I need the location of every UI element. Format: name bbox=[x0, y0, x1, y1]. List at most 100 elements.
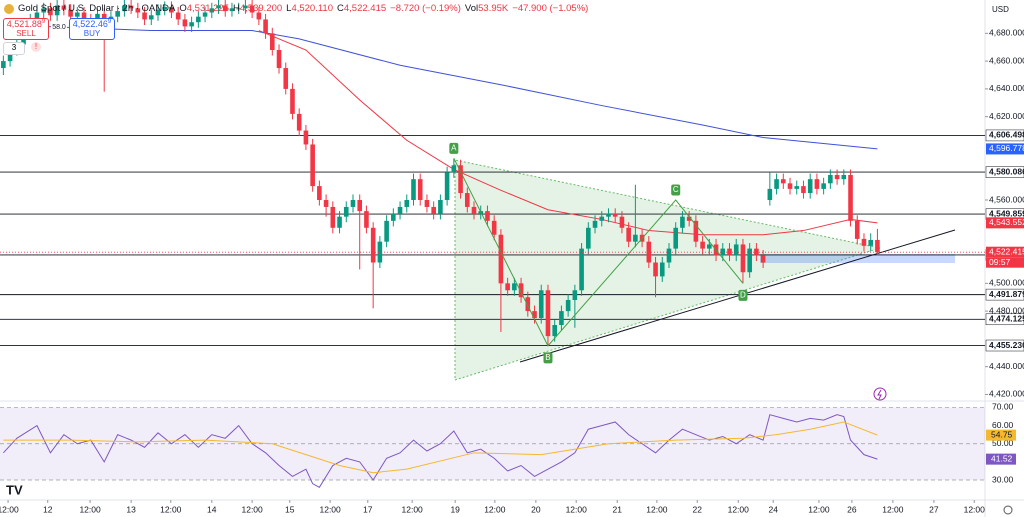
candle-body bbox=[216, 5, 221, 9]
candle-body bbox=[787, 183, 793, 189]
candle-body bbox=[276, 50, 282, 69]
candle-body bbox=[592, 220, 598, 228]
warning-icon[interactable]: ! bbox=[31, 42, 41, 52]
candle-body bbox=[196, 16, 201, 23]
level-label: 4,580.086 bbox=[989, 166, 1024, 176]
rsi-tag-label: 41.52 bbox=[991, 453, 1013, 463]
x-tick-label: 21 bbox=[612, 504, 622, 514]
candle-body bbox=[222, 5, 228, 12]
x-tick-label: 17 bbox=[363, 504, 373, 514]
candle-body bbox=[323, 200, 329, 207]
level-tag bbox=[985, 129, 1024, 142]
x-tick-label: 12:00 bbox=[319, 504, 341, 514]
candle-body bbox=[41, 8, 47, 13]
candle-body bbox=[451, 165, 457, 173]
candle-body bbox=[283, 68, 289, 89]
sell-button[interactable]: 4,521.889 SELL bbox=[3, 18, 49, 40]
candle-body bbox=[565, 300, 571, 312]
candle-body bbox=[115, 11, 120, 17]
candle-body bbox=[680, 216, 685, 228]
bar-change: −8.720 (−0.19%) bbox=[390, 3, 461, 14]
candle-body bbox=[182, 19, 188, 27]
candle-body bbox=[505, 283, 510, 291]
candle-body bbox=[135, 8, 141, 13]
pattern-point bbox=[671, 184, 681, 196]
candle-body bbox=[552, 325, 557, 337]
pattern-label: B bbox=[545, 353, 550, 362]
candle-body bbox=[464, 193, 470, 207]
candle-body bbox=[175, 12, 181, 20]
x-tick-label: 12:00 bbox=[964, 504, 986, 514]
currency: USD bbox=[992, 5, 1009, 14]
candle-body bbox=[263, 19, 268, 34]
rsi-tick-label: 30.00 bbox=[992, 474, 1014, 484]
level-tag bbox=[985, 166, 1024, 178]
x-tick-label: 14 bbox=[207, 504, 217, 514]
candle-body bbox=[525, 297, 531, 312]
candle-body bbox=[794, 186, 800, 189]
candle-body bbox=[155, 9, 161, 16]
tv-logo[interactable]: TV bbox=[6, 482, 23, 497]
y-tick-label: 4,480.000 bbox=[989, 305, 1024, 315]
candle-body bbox=[296, 113, 302, 131]
x-tick-label: 19 bbox=[450, 504, 460, 514]
settings-icon[interactable] bbox=[1003, 505, 1013, 515]
candle-body bbox=[875, 239, 880, 253]
rsi-tick-label: 50.00 bbox=[992, 438, 1014, 448]
x-tick-label: 12 bbox=[43, 504, 53, 514]
y-tick-label: 4,660.000 bbox=[989, 55, 1024, 65]
x-tick-label: 12:00 bbox=[646, 504, 668, 514]
candle-body bbox=[586, 227, 591, 249]
candle-body bbox=[532, 311, 537, 319]
candle-body bbox=[169, 6, 174, 13]
candle-body bbox=[653, 262, 658, 277]
ohlc-value: 4,520.110 bbox=[291, 3, 333, 14]
candle-body bbox=[209, 8, 215, 13]
price-tag bbox=[986, 143, 1024, 155]
candle-body bbox=[189, 22, 194, 27]
candle-body bbox=[868, 239, 873, 246]
candle-body bbox=[834, 175, 840, 180]
candle-body bbox=[559, 311, 564, 325]
symbol-title: Gold Spot / U.S. Dollar · 2h · OANDA bbox=[18, 3, 176, 14]
candle-body bbox=[384, 220, 389, 242]
candle-body bbox=[780, 179, 786, 184]
sell-sup: 9 bbox=[41, 19, 46, 25]
ohlc-key: L bbox=[286, 3, 292, 14]
candle-body bbox=[68, 9, 73, 17]
sell-label: SELL bbox=[16, 29, 36, 38]
candle-body bbox=[606, 213, 611, 217]
pattern-label: A bbox=[451, 143, 457, 152]
buy-label: BUY bbox=[83, 29, 101, 38]
x-tick-label: 20 bbox=[531, 504, 541, 514]
candle-body bbox=[733, 244, 739, 256]
buy-sup: 9 bbox=[107, 19, 112, 25]
pattern-point bbox=[449, 142, 459, 154]
alert-icon[interactable] bbox=[873, 387, 887, 401]
alert-bolt bbox=[877, 389, 882, 400]
candle-body bbox=[162, 6, 168, 10]
rsi-tag-label: 54.75 bbox=[991, 429, 1013, 439]
candle-body bbox=[303, 130, 309, 145]
rsi-tag bbox=[986, 453, 1016, 465]
candle-body bbox=[122, 5, 127, 12]
countdown-tag bbox=[986, 257, 1024, 268]
candle-body bbox=[854, 220, 860, 239]
candle-body bbox=[431, 206, 436, 214]
candle-body bbox=[1, 61, 6, 69]
buy-button[interactable]: 4,522.469 BUY bbox=[69, 18, 115, 40]
indicator-count[interactable]: 3 bbox=[3, 42, 25, 55]
candle-body bbox=[491, 220, 497, 235]
level-tag bbox=[985, 313, 1024, 326]
x-tick-label: 12:00 bbox=[728, 504, 750, 514]
x-tick-label: 24 bbox=[768, 504, 778, 514]
candle-body bbox=[75, 12, 80, 17]
y-tick-label: 4,440.000 bbox=[989, 361, 1024, 371]
price-tag-label: 4,543.552 bbox=[989, 217, 1024, 227]
rsi-line bbox=[3, 421, 878, 474]
day-change: −47.900 (−1.05%) bbox=[512, 3, 589, 14]
candle-body bbox=[411, 179, 416, 200]
candle-body bbox=[633, 234, 638, 242]
candle-body bbox=[747, 248, 752, 273]
